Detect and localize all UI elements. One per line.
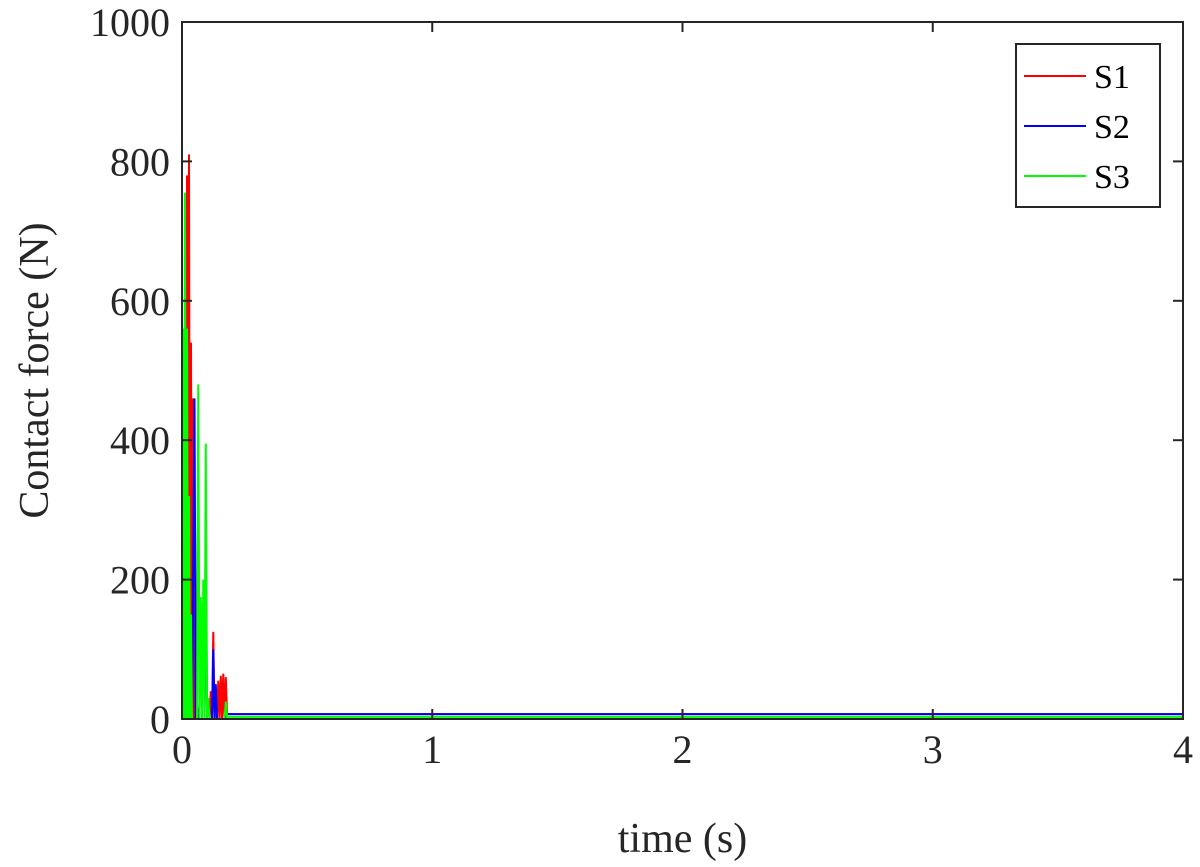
series-line-s1 bbox=[181, 154, 1183, 720]
series-line-s3 bbox=[181, 192, 1183, 720]
series-line-s2 bbox=[181, 398, 1183, 720]
x-tick-label: 4 bbox=[1173, 727, 1193, 772]
legend-label-s2: S2 bbox=[1094, 109, 1130, 146]
series-layer bbox=[181, 154, 1183, 720]
legend: S1 S2 S3 bbox=[1015, 43, 1161, 208]
x-tick-label: 2 bbox=[673, 727, 693, 772]
x-tick-label: 3 bbox=[923, 727, 943, 772]
y-tick-label: 200 bbox=[110, 558, 170, 603]
ticks-layer: 0 1 2 3 4 0 200 400 600 800 1000 bbox=[90, 0, 1193, 772]
y-axis-title: Contact force (N) bbox=[12, 222, 58, 518]
y-tick-label: 800 bbox=[110, 139, 170, 184]
legend-label-s3: S3 bbox=[1094, 159, 1130, 196]
x-axis-title: time (s) bbox=[618, 816, 747, 862]
y-tick-label: 1000 bbox=[90, 0, 170, 45]
y-tick-label: 600 bbox=[110, 279, 170, 324]
x-tick-label: 1 bbox=[422, 727, 442, 772]
y-tick-label: 400 bbox=[110, 418, 170, 463]
x-tick-label: 0 bbox=[172, 727, 192, 772]
legend-label-s1: S1 bbox=[1094, 59, 1130, 96]
y-tick-label: 0 bbox=[150, 697, 170, 742]
